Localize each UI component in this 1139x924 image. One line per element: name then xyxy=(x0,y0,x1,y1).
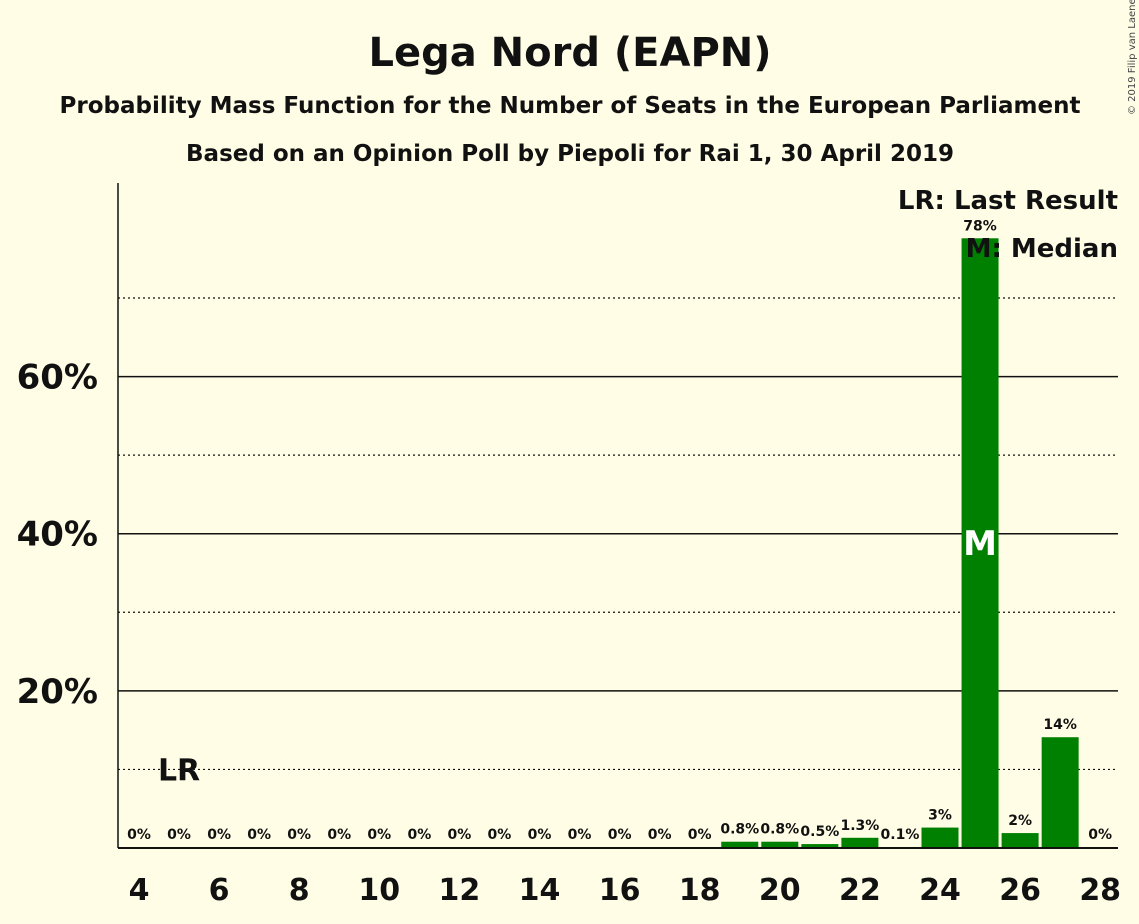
data-label: 0.8% xyxy=(720,822,759,838)
data-label: 0% xyxy=(207,827,231,843)
legend-median: M: Median xyxy=(966,234,1118,264)
data-label: 0.8% xyxy=(760,822,799,838)
median-marker: M xyxy=(963,524,997,564)
last-result-marker: LR xyxy=(158,753,200,788)
data-label: 0% xyxy=(688,827,712,843)
chart-title: Lega Nord (EAPN) xyxy=(368,30,771,76)
data-label: 78% xyxy=(963,218,997,234)
bar xyxy=(801,844,839,848)
data-label: 0% xyxy=(167,827,191,843)
x-tick-label: 26 xyxy=(999,873,1041,908)
data-label: 0% xyxy=(127,827,151,843)
data-label: 1.3% xyxy=(840,818,879,834)
bars xyxy=(721,238,1079,849)
bar xyxy=(841,837,879,848)
copyright-text: © 2019 Filip van Laenen xyxy=(1127,0,1138,115)
data-label: 0% xyxy=(367,827,391,843)
x-tick-label: 8 xyxy=(289,873,310,908)
data-label: 0.1% xyxy=(881,827,920,843)
y-axis: 20% 40% 60% xyxy=(17,183,119,848)
y-tick-label: 60% xyxy=(17,358,98,398)
x-tick-label: 10 xyxy=(358,873,400,908)
x-tick-label: 14 xyxy=(519,873,561,908)
bar xyxy=(721,841,759,848)
x-tick-label: 18 xyxy=(679,873,721,908)
data-label: 0% xyxy=(247,827,271,843)
data-label: 0% xyxy=(608,827,632,843)
x-tick-label: 6 xyxy=(209,873,230,908)
x-tick-label: 22 xyxy=(839,873,881,908)
chart-subtitle-2: Based on an Opinion Poll by Piepoli for … xyxy=(186,141,954,167)
data-label: 0% xyxy=(568,827,592,843)
data-label: 0% xyxy=(1088,827,1112,843)
x-tick-label: 24 xyxy=(919,873,961,908)
y-tick-label: 40% xyxy=(17,515,98,555)
data-label: 0% xyxy=(528,827,552,843)
bar xyxy=(921,827,959,848)
x-axis: 4 6 8 10 12 14 16 18 20 22 24 26 28 xyxy=(118,847,1121,908)
x-tick-label: 16 xyxy=(599,873,641,908)
data-label: 0% xyxy=(287,827,311,843)
data-label: 0% xyxy=(488,827,512,843)
x-tick-label: 12 xyxy=(439,873,481,908)
data-label: 2% xyxy=(1008,813,1032,829)
gridlines xyxy=(118,297,1118,771)
bar xyxy=(761,841,799,848)
data-labels: 0% 0% LR 0% 0% 0% 0% 0% 0% 0% 0% 0% 0% 0% 0% 0% 0.8% 0.8%… xyxy=(127,218,1112,843)
x-tick-label: 4 xyxy=(129,873,150,908)
data-label: 0% xyxy=(448,827,472,843)
data-label: 14% xyxy=(1043,717,1077,733)
data-label: 0.5% xyxy=(800,824,839,840)
x-tick-label: 20 xyxy=(759,873,801,908)
bar xyxy=(1001,833,1039,848)
legend-last-result: LR: Last Result xyxy=(898,186,1118,216)
data-label: 0% xyxy=(407,827,431,843)
bar xyxy=(961,238,999,849)
x-tick-label: 28 xyxy=(1079,873,1121,908)
bar xyxy=(1041,737,1079,848)
y-tick-label: 20% xyxy=(17,672,98,712)
data-label: 0% xyxy=(327,827,351,843)
data-label: 3% xyxy=(928,808,952,824)
data-label: 0% xyxy=(648,827,672,843)
chart-subtitle: Probability Mass Function for the Number… xyxy=(60,93,1081,119)
